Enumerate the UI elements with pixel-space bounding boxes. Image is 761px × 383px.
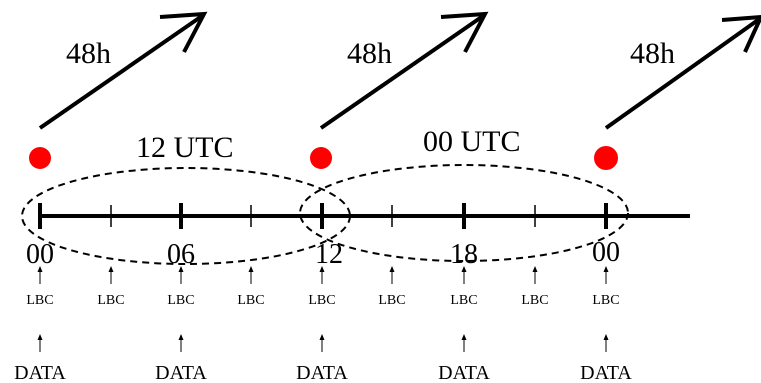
init-dot-3: [594, 146, 618, 170]
hour-label-06: 06: [167, 239, 195, 270]
lbc-arrow: [532, 266, 538, 284]
window-ellipse-00utc: [299, 164, 629, 262]
lbc-label: LBC: [167, 293, 194, 308]
data-label: DATA: [580, 362, 632, 383]
data-arrow: [603, 334, 609, 352]
lbc-label: LBC: [237, 293, 264, 308]
forecast-arrow-2: [319, 11, 489, 130]
forecast-label-2: 48h: [347, 37, 392, 70]
lbc-label: LBC: [592, 293, 619, 308]
window-label-00utc: 00 UTC: [423, 125, 521, 158]
lbc-arrow: [603, 266, 609, 284]
data-arrow: [178, 334, 184, 352]
lbc-arrow: [319, 266, 325, 284]
lbc-arrow: [389, 266, 395, 284]
data-arrow: [37, 334, 43, 352]
forecast-arrow-1: [38, 11, 208, 130]
hour-label-00: 00: [26, 239, 54, 270]
data-label: DATA: [14, 362, 66, 383]
data-label: DATA: [296, 362, 348, 383]
lbc-arrow: [178, 266, 184, 284]
window-label-12utc: 12 UTC: [136, 131, 234, 164]
lbc-label: LBC: [378, 293, 405, 308]
forecast-label-3: 48h: [630, 37, 675, 70]
lbc-arrow: [461, 266, 467, 284]
lbc-markers: LBC LBC LBC LBC LBC LBC LBC LBC LBC: [26, 266, 620, 308]
lbc-label: LBC: [521, 293, 548, 308]
data-arrow: [319, 334, 325, 352]
lbc-arrow: [108, 266, 114, 284]
lbc-label: LBC: [308, 293, 335, 308]
data-label: DATA: [155, 362, 207, 383]
major-ticks: [38, 203, 608, 229]
hour-label-18: 18: [450, 239, 478, 270]
lbc-label: LBC: [450, 293, 477, 308]
forecast-arrow-3: [604, 14, 761, 130]
lbc-arrow: [37, 266, 43, 284]
data-arrow: [461, 334, 467, 352]
lbc-label: LBC: [97, 293, 124, 308]
lbc-arrow: [248, 266, 254, 284]
hour-label-12: 12: [315, 239, 343, 270]
forecast-label-1: 48h: [66, 37, 111, 70]
minor-ticks: [110, 205, 536, 227]
init-dot-2: [310, 147, 332, 169]
hour-label-00-next: 00: [592, 237, 620, 268]
init-dot-1: [29, 147, 51, 169]
lbc-label: LBC: [26, 293, 53, 308]
data-markers: DATA DATA DATA DATA DATA: [14, 334, 632, 383]
data-label: DATA: [438, 362, 490, 383]
